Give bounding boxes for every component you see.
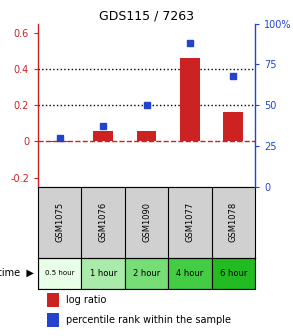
Bar [47,293,59,307]
Bar [81,258,125,289]
Text: time  ▶: time ▶ [0,268,34,278]
Text: GSM1077: GSM1077 [185,202,194,242]
Bar [168,258,212,289]
Text: GSM1075: GSM1075 [55,202,64,242]
Bar [137,131,156,141]
Text: 6 hour: 6 hour [219,269,247,278]
Bar [180,58,200,141]
Text: 0.5 hour: 0.5 hour [45,270,74,276]
Text: 1 hour: 1 hour [89,269,117,278]
Text: log ratio: log ratio [66,295,107,305]
Text: 2 hour: 2 hour [133,269,160,278]
Text: GSM1090: GSM1090 [142,202,151,242]
Bar [47,313,59,327]
Text: GSM1076: GSM1076 [99,202,108,242]
Bar [125,258,168,289]
Text: GSM1078: GSM1078 [229,202,238,242]
Bar [93,131,113,141]
Bar [212,258,255,289]
Text: percentile rank within the sample: percentile rank within the sample [66,315,231,325]
Title: GDS115 / 7263: GDS115 / 7263 [99,9,194,23]
Bar [38,258,81,289]
Bar [50,141,69,142]
Text: 4 hour: 4 hour [176,269,204,278]
Bar [224,112,243,141]
